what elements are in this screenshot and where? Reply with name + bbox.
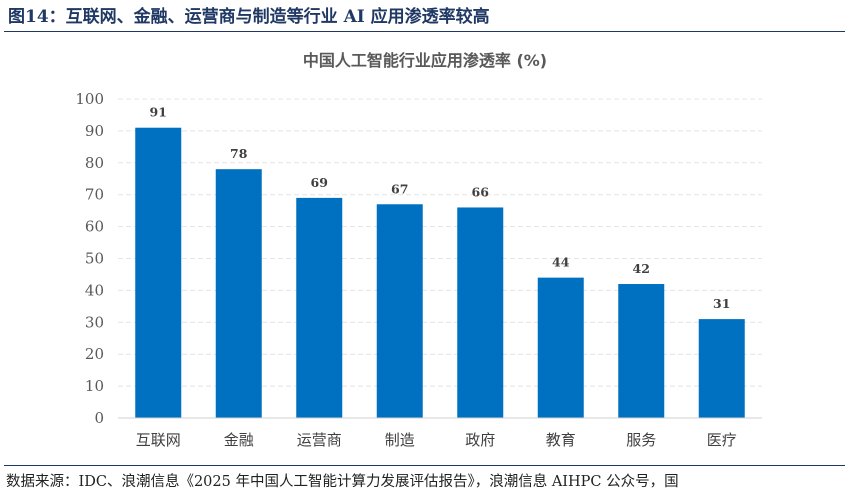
data-label: 67 <box>391 181 408 196</box>
bar-chart: 中国人工智能行业应用渗透率 (%) 0 10 20 30 40 50 60 70 80 90 100… <box>75 51 762 449</box>
y-tick-label: 10 <box>85 377 104 395</box>
x-tick-label: 互联网 <box>136 431 181 449</box>
y-tick-label: 90 <box>85 122 104 140</box>
bar <box>296 197 343 418</box>
y-tick-label: 30 <box>85 313 104 331</box>
x-tick-label: 政府 <box>465 431 495 449</box>
chart-title: 中国人工智能行业应用渗透率 (%) <box>303 51 547 70</box>
x-tick-label: 运营商 <box>297 431 342 449</box>
x-tick-label: 制造 <box>385 431 415 449</box>
x-axis: 互联网 金融 运营商 制造 政府 教育 服务 医疗 <box>136 431 737 449</box>
y-axis: 0 10 20 30 40 50 60 70 80 90 100 <box>75 90 104 427</box>
gridlines <box>118 98 762 387</box>
y-tick-label: 70 <box>85 186 104 204</box>
data-label: 42 <box>633 261 650 276</box>
y-tick-label: 80 <box>85 154 104 172</box>
y-tick-label: 40 <box>85 281 104 299</box>
bar <box>618 284 665 418</box>
data-label: 31 <box>713 296 730 311</box>
bars: 91 78 69 67 66 44 42 31 <box>135 105 745 419</box>
bar <box>537 277 584 418</box>
data-label: 91 <box>150 105 167 120</box>
data-label: 69 <box>311 175 328 190</box>
y-tick-label: 60 <box>85 218 104 236</box>
bar <box>698 319 745 418</box>
top-rule <box>4 31 845 32</box>
data-label: 44 <box>552 255 570 270</box>
y-tick-label: 20 <box>85 345 104 363</box>
bar <box>215 169 262 418</box>
bar <box>376 204 423 418</box>
x-tick-label: 金融 <box>224 431 254 449</box>
source-note: 数据来源：IDC、浪潮信息《2025 年中国人工智能计算力发展评估报告》，浪潮信… <box>6 474 679 490</box>
x-tick-label: 教育 <box>546 431 576 449</box>
x-tick-label: 医疗 <box>707 431 737 449</box>
bar <box>135 127 182 419</box>
figure-title: 图14：互联网、金融、运营商与制造等行业 AI 应用渗透率较高 <box>8 7 490 27</box>
bottom-rule <box>4 465 845 466</box>
x-tick-label: 服务 <box>626 431 656 449</box>
y-tick-label: 100 <box>75 90 104 108</box>
y-tick-label: 50 <box>85 250 104 268</box>
data-label: 66 <box>472 184 490 199</box>
data-label: 78 <box>230 146 248 161</box>
y-tick-label: 0 <box>94 409 104 427</box>
bar <box>457 207 504 418</box>
